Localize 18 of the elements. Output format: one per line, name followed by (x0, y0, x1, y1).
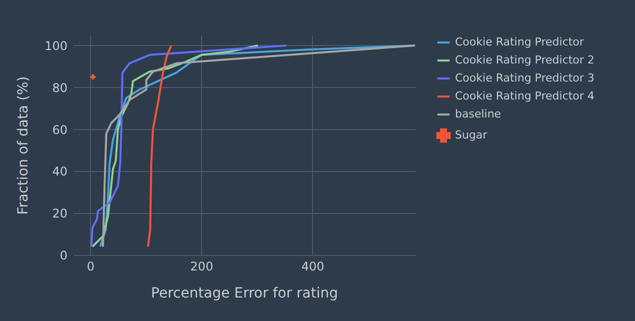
legend-label: Cookie Rating Predictor (455, 36, 584, 48)
legend-label: Sugar (455, 128, 488, 142)
x-tick-label: 400 (301, 260, 324, 274)
y-tick-label: 0 (60, 248, 68, 262)
y-axis-title: Fraction of data (%) (16, 76, 32, 215)
x-tick-label: 200 (190, 260, 214, 274)
legend-label: Cookie Rating Predictor 4 (455, 90, 594, 102)
legend-label: baseline (455, 108, 502, 120)
x-tick-label: 0 (86, 260, 95, 274)
y-tick-label: 20 (52, 206, 68, 221)
legend-label: Cookie Rating Predictor 2 (455, 54, 594, 66)
y-tick-label: 100 (44, 38, 68, 53)
legend-label: Cookie Rating Predictor 3 (455, 72, 594, 84)
line-series (146, 44, 172, 248)
x-axis-title: Percentage Error for rating (151, 286, 338, 302)
y-tick-label: 80 (52, 80, 68, 95)
y-tick-label: 60 (52, 122, 68, 137)
y-tick-label: 40 (52, 164, 68, 179)
